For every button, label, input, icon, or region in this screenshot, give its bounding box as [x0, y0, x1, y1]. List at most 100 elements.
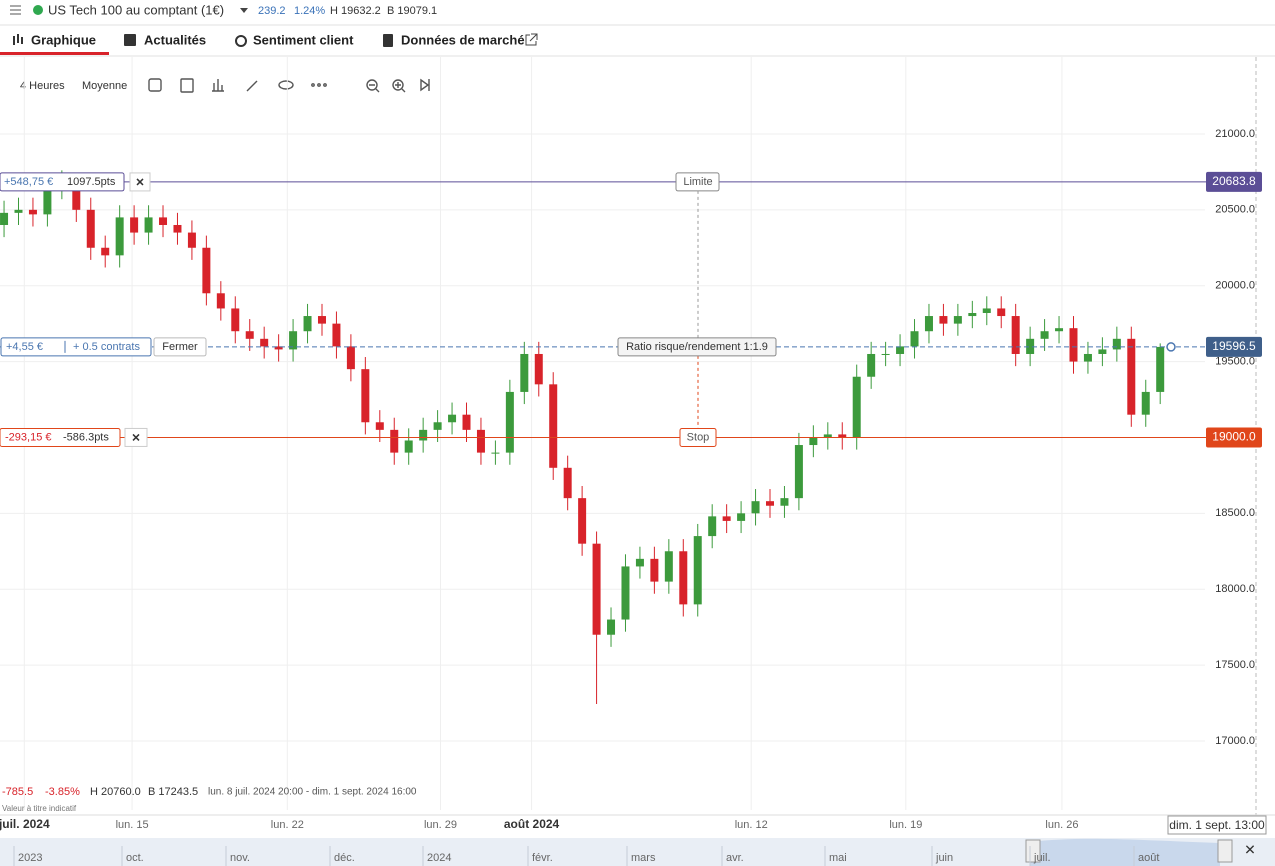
status-dot [33, 5, 43, 15]
navigator-label: 2023 [18, 852, 42, 864]
candle-body [1069, 328, 1078, 362]
cancel-icon[interactable] [136, 178, 144, 186]
range-high: H 20760.0 [90, 786, 141, 798]
style-button[interactable]: Moyenne [82, 80, 127, 92]
navigator-label: août [1138, 852, 1159, 864]
candle-body [1127, 338, 1136, 415]
navigator-label: févr. [532, 852, 553, 864]
candle-body [303, 316, 312, 332]
navigator-handle[interactable] [1217, 839, 1233, 863]
change: 239.2 [258, 5, 286, 17]
candle-body [0, 212, 9, 225]
limit-label: Limite [683, 176, 712, 188]
price-tag [1206, 336, 1262, 357]
note: Valeur à titre indicatif [2, 804, 77, 813]
candle-body [867, 353, 876, 377]
candle-body [650, 558, 659, 582]
navigator-label: déc. [334, 852, 355, 864]
current-price-dot [1166, 342, 1176, 352]
stop-pnl: -293,15 € [5, 431, 51, 443]
toolbar-icons[interactable] [148, 78, 430, 93]
candle-body [101, 247, 110, 256]
candle-body [274, 346, 283, 350]
x-tick-label: lun. 19 [889, 819, 922, 831]
candle-body [317, 316, 326, 324]
candle-body [737, 513, 746, 521]
candle-body [404, 440, 413, 453]
candle-body [260, 338, 269, 347]
candle-body [14, 209, 23, 213]
y-tick-label: 18500.0 [1215, 507, 1255, 519]
y-tick-label: 20500.0 [1215, 204, 1255, 216]
tab[interactable]: Données de marché [401, 32, 525, 47]
limit-pts: 1097.5pts [67, 176, 116, 188]
candle-body [939, 316, 948, 324]
tab[interactable]: Sentiment client [253, 32, 354, 47]
navigator-label: mars [631, 852, 656, 864]
x-tick-label: juil. 2024 [0, 817, 50, 831]
x-tick-label: lun. 26 [1045, 819, 1078, 831]
candle-body [115, 217, 124, 256]
candle-body [130, 217, 139, 233]
candle-body [289, 331, 298, 350]
x-tick-label: août 2024 [504, 817, 560, 831]
candle-body [664, 551, 673, 582]
high: H 19632.2 [330, 5, 381, 17]
candle-body [462, 414, 471, 430]
candle-body [245, 331, 254, 339]
x-tick-label: lun. 22 [271, 819, 304, 831]
candle-body [997, 308, 1006, 317]
low: B 19079.1 [387, 5, 437, 17]
candle-body [1156, 346, 1165, 392]
stop-pts: -586.3pts [63, 431, 109, 443]
candle-body [332, 323, 341, 347]
candle-body [1040, 331, 1049, 339]
position-box [0, 337, 152, 357]
candle-body [43, 187, 52, 215]
x-tick-label: lun. 29 [424, 819, 457, 831]
candle-body [187, 232, 196, 248]
close-navigator[interactable]: ✕ [1244, 842, 1256, 858]
stop-label: Stop [687, 431, 710, 443]
range-low: B 17243.5 [148, 786, 198, 798]
tab[interactable]: Graphique [31, 32, 96, 47]
y-tick-label: 20000.0 [1215, 280, 1255, 292]
candle-body [621, 566, 630, 620]
position-size: + 0.5 contrats [73, 341, 140, 353]
price-tag-label: 20683.8 [1212, 174, 1256, 188]
dropdown-arrow[interactable] [240, 8, 248, 13]
x-tick-label: lun. 12 [735, 819, 768, 831]
candle-body [375, 422, 384, 430]
navigator-label: mai [829, 852, 847, 864]
instrument-title[interactable]: US Tech 100 au comptant (1€) [48, 2, 224, 17]
candle-body [1011, 316, 1020, 354]
range-change-pct: -3.85% [45, 786, 80, 798]
stop-pnl-box [0, 427, 121, 447]
interval-button[interactable]: 4 Heures [20, 80, 65, 92]
price-tag-label: 19596.5 [1212, 339, 1256, 353]
candle-body [982, 308, 991, 314]
navigator-label: 2024 [427, 852, 451, 864]
candle-body [924, 316, 933, 332]
range-change: -785.5 [2, 786, 33, 798]
cancel-icon[interactable] [132, 433, 140, 441]
candle-body [390, 429, 399, 453]
navigator-label: avr. [726, 852, 744, 864]
candle-body [1112, 338, 1121, 350]
candle-body [433, 422, 442, 430]
close-button-label[interactable]: Fermer [162, 341, 198, 353]
candle-body [607, 619, 616, 635]
close-button[interactable] [153, 337, 207, 357]
navigator-window[interactable] [1030, 838, 1220, 866]
candle-body [491, 452, 500, 454]
navigator-label: nov. [230, 852, 250, 864]
menu-icon[interactable] [10, 5, 21, 15]
candle-body [679, 551, 688, 605]
tab[interactable]: Actualités [144, 32, 206, 47]
cursor-time: dim. 1 sept. 13:00 [1169, 818, 1265, 832]
y-tick-label: 18000.0 [1215, 583, 1255, 595]
candle-body [448, 414, 457, 423]
candle-body [693, 536, 702, 605]
change-pct: 1.24% [294, 5, 325, 17]
